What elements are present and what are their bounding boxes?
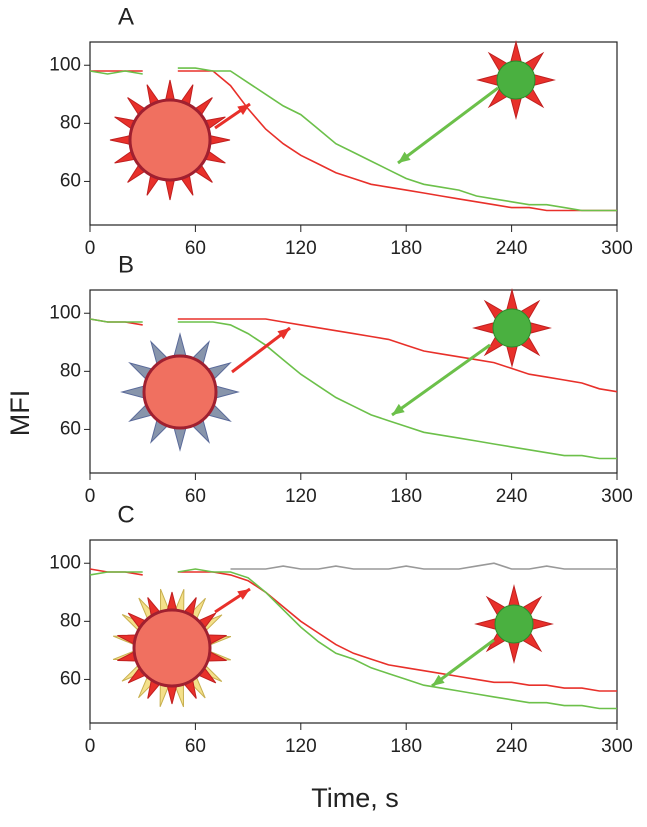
arrow [431,638,495,688]
x-tick-label: 60 [185,486,206,507]
y-axis-label: MFI [5,390,35,437]
plot-frame [89,539,618,724]
plot-frame [89,289,618,474]
x-tick-label: 0 [85,238,96,259]
x-tick-label: 0 [85,736,96,757]
x-tick-label: 180 [390,486,422,507]
x-tick-label: 240 [496,736,528,757]
x-tick-label: 120 [285,736,317,757]
arrow-head [277,328,290,340]
panel-title: B [118,251,134,278]
x-tick-label: 180 [390,238,422,259]
y-tick-label: 100 [49,552,81,573]
y-tick-label: 80 [60,112,81,133]
y-tick-label: 80 [60,360,81,381]
y-tick-label: 100 [49,54,81,75]
x-tick-label: 60 [185,238,206,259]
panel-title: A [118,3,134,30]
x-tick-label: 60 [185,736,206,757]
x-tick-label: 120 [285,486,317,507]
x-tick-label: 240 [496,486,528,507]
arrow [391,343,491,417]
y-tick-label: 100 [49,302,81,323]
y-tick-label: 60 [60,668,81,689]
sun-body [494,604,534,644]
sun-body [496,60,536,100]
x-tick-label: 300 [601,486,633,507]
x-tick-label: 180 [390,736,422,757]
x-tick-label: 0 [85,486,96,507]
arrow [397,86,499,165]
y-tick-label: 80 [60,610,81,631]
x-tick-label: 300 [601,238,633,259]
y-tick-label: 60 [60,418,81,439]
data-line [230,562,617,570]
data-line [89,67,617,212]
arrow-head [237,104,250,115]
x-tick-label: 240 [496,238,528,259]
sun-body [128,98,212,182]
y-tick-label: 60 [60,170,81,191]
x-tick-label: 300 [601,736,633,757]
panel-title: C [117,501,134,528]
sun-body [132,608,212,688]
x-axis-label: Time, s [311,783,399,813]
data-line [89,568,617,710]
x-tick-label: 120 [285,238,317,259]
arrow-head [392,403,405,415]
plot-frame [89,41,618,226]
arrow-head [432,674,445,686]
sun-body [492,308,532,348]
sun-body [142,354,218,430]
arrow [231,326,291,374]
arrow-head [237,589,250,600]
data-line [90,70,617,212]
arrow-head [398,151,411,163]
data-line [89,318,617,460]
